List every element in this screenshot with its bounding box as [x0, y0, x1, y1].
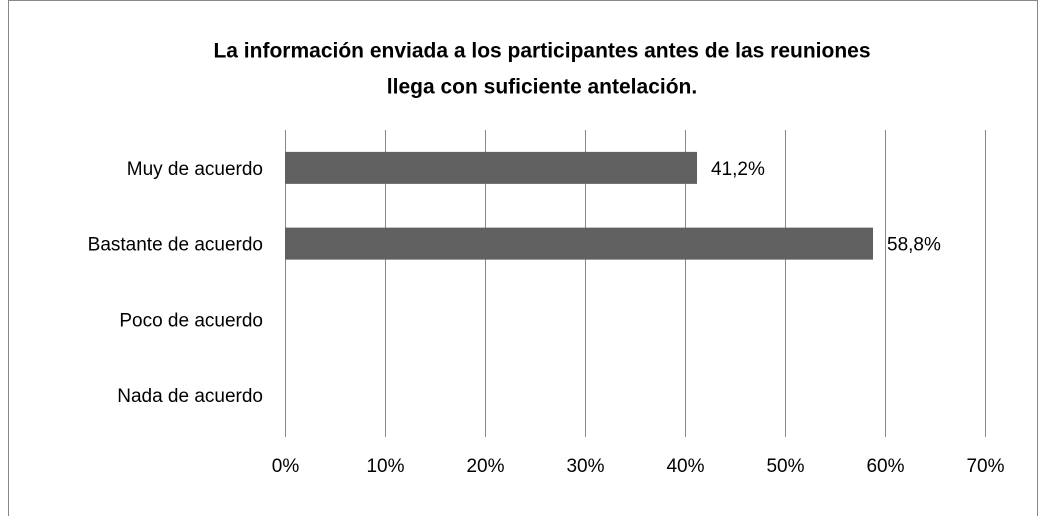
chart-title: llega con suficiente antelación.	[387, 76, 697, 99]
x-tick-label: 70%	[966, 456, 1004, 477]
bar	[285, 151, 697, 184]
chart-title: La información enviada a los participant…	[213, 40, 870, 63]
y-tick-label: Bastante de acuerdo	[88, 235, 263, 256]
y-tick-label: Muy de acuerdo	[127, 159, 263, 180]
value-label: 58,8%	[887, 235, 941, 256]
x-tick-label: 10%	[366, 456, 404, 477]
bar	[285, 227, 873, 260]
x-tick-label: 30%	[566, 456, 604, 477]
y-tick-label: Poco de acuerdo	[119, 310, 263, 331]
x-tick-label: 20%	[466, 456, 504, 477]
value-label: 41,2%	[711, 159, 765, 180]
y-tick-label: Nada de acuerdo	[117, 386, 263, 407]
x-tick-label: 50%	[766, 456, 804, 477]
x-tick-label: 40%	[666, 456, 704, 477]
x-tick-label: 60%	[866, 456, 904, 477]
x-tick-label: 0%	[272, 456, 300, 477]
